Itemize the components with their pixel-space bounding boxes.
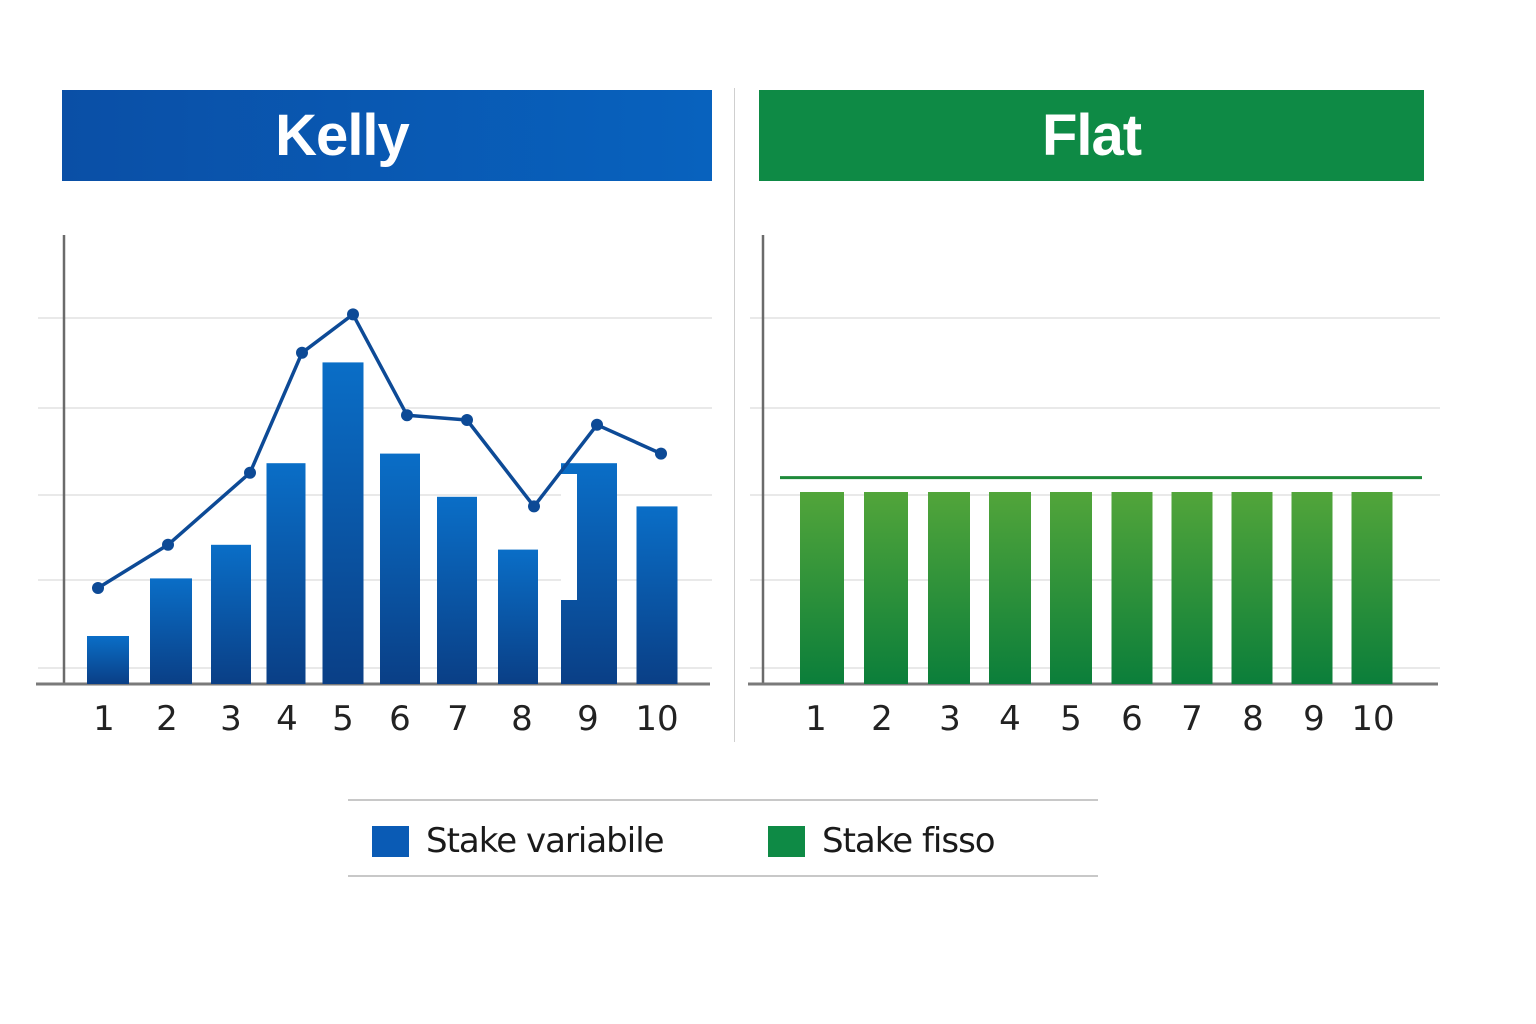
- bar: [150, 578, 192, 684]
- data-point: [528, 500, 540, 513]
- x-tick-label: 3: [939, 699, 961, 739]
- flat-title-text: Flat: [1041, 103, 1142, 168]
- bar: [1050, 492, 1092, 684]
- data-point: [461, 414, 473, 426]
- data-point: [347, 308, 359, 321]
- x-tick-label: 7: [447, 699, 469, 739]
- bar: [1291, 492, 1333, 684]
- kelly-chart: 1 2 3 4 5 6 7 8 9 10: [36, 235, 712, 739]
- x-tick-label: 7: [1181, 699, 1203, 739]
- x-tick-label: 2: [156, 699, 178, 739]
- x-tick-label: 5: [332, 699, 354, 739]
- x-tick-label: 10: [635, 699, 678, 739]
- bar: [1111, 492, 1153, 684]
- x-tick-label: 1: [93, 699, 115, 739]
- data-point: [92, 582, 104, 594]
- data-point: [162, 538, 174, 551]
- legend: Stake variabile Stake fisso: [348, 799, 1098, 877]
- legend-swatch-blue: [372, 825, 409, 857]
- bar: [800, 492, 844, 684]
- data-point: [244, 466, 256, 479]
- bar: [864, 492, 908, 684]
- bar: [322, 362, 364, 684]
- bar: [1171, 492, 1213, 684]
- x-tick-label: 9: [1303, 699, 1325, 739]
- bar-notch: [561, 474, 577, 600]
- legend-label: Stake fisso: [822, 821, 996, 861]
- panel-divider: [734, 88, 735, 742]
- bar: [636, 506, 678, 684]
- bar: [498, 549, 538, 684]
- trend-line: [97, 312, 662, 590]
- bar: [928, 492, 970, 684]
- bar: [211, 544, 251, 684]
- bar: [1231, 492, 1273, 684]
- x-tick-label: 9: [577, 699, 599, 739]
- data-point: [401, 409, 413, 422]
- legend-label: Stake variabile: [426, 821, 665, 861]
- bar: [1351, 492, 1393, 684]
- kelly-title-text: Kelly: [275, 103, 410, 168]
- bar: [437, 496, 477, 684]
- bar: [266, 463, 306, 684]
- x-tick-label: 4: [276, 699, 298, 739]
- bar: [380, 453, 420, 684]
- x-tick-label: 8: [511, 699, 533, 739]
- x-tick-label: 3: [220, 699, 242, 739]
- legend-item-stake-fisso: Stake fisso: [768, 821, 996, 861]
- flat-chart: 1 2 3 4 5 6 7 8 9 10: [748, 235, 1440, 739]
- data-point: [591, 418, 603, 431]
- legend-swatch-green: [768, 825, 805, 857]
- x-tick-label: 1: [805, 699, 827, 739]
- x-tick-label: 2: [871, 699, 893, 739]
- bar: [989, 492, 1031, 684]
- data-point: [655, 447, 667, 460]
- bar: [87, 636, 129, 684]
- kelly-panel-title: Kelly: [62, 90, 712, 181]
- x-tick-label: 4: [999, 699, 1021, 739]
- x-tick-label: 6: [1121, 699, 1143, 739]
- legend-item-stake-variabile: Stake variabile: [372, 821, 665, 861]
- flat-panel-title: Flat: [759, 90, 1424, 181]
- x-tick-label: 10: [1351, 699, 1394, 739]
- x-tick-label: 5: [1060, 699, 1082, 739]
- x-tick-label: 6: [389, 699, 411, 739]
- x-tick-label: 8: [1242, 699, 1264, 739]
- data-point: [296, 346, 308, 359]
